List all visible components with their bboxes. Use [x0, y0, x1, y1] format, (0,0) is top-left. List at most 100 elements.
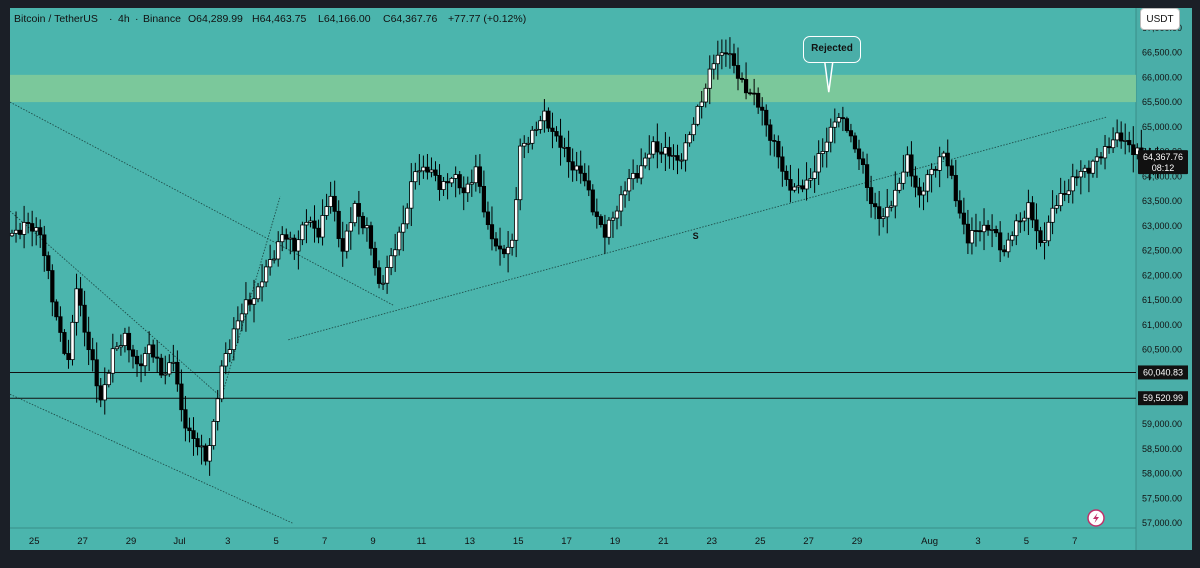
candle — [1106, 137, 1112, 154]
candle-body-up — [816, 153, 821, 173]
candle — [58, 306, 63, 342]
candle — [844, 116, 850, 133]
candle — [340, 221, 345, 267]
candle — [969, 217, 975, 255]
candle-body-up — [393, 249, 398, 257]
candle-body-down — [66, 353, 71, 361]
candle — [437, 164, 442, 201]
candle — [393, 233, 398, 272]
candle — [796, 168, 801, 194]
candle-body-down — [1062, 193, 1067, 195]
candle-body-up — [1090, 160, 1096, 174]
candle-body-down — [159, 357, 164, 376]
candle-body-down — [461, 187, 466, 194]
candle-body-up — [231, 328, 236, 350]
sep-1: · — [109, 13, 113, 25]
candle-body-down — [17, 229, 23, 235]
candle — [239, 303, 244, 332]
candle — [219, 360, 224, 403]
candle-body-down — [985, 224, 991, 231]
candle — [578, 150, 583, 184]
candle-body-up — [34, 227, 39, 232]
candle-body-down — [1127, 140, 1132, 146]
candle — [627, 168, 632, 202]
candle-body-up — [384, 267, 390, 284]
candle — [138, 354, 144, 383]
candle — [1074, 169, 1079, 186]
time-tick-label: 21 — [658, 536, 669, 547]
candle — [735, 47, 741, 91]
candle — [1022, 210, 1027, 232]
candle — [312, 205, 317, 243]
candle — [397, 226, 402, 256]
candle-body-up — [530, 129, 535, 144]
candle — [469, 169, 474, 197]
candle — [784, 165, 789, 187]
candle — [147, 331, 152, 372]
time-tick-label: 25 — [755, 536, 766, 547]
candle-body-down — [94, 359, 99, 387]
price-tick-label: 60,500.00 — [1142, 345, 1182, 355]
candle — [1078, 160, 1083, 195]
candle-body-up — [1102, 146, 1108, 159]
lightning-icon[interactable] — [1087, 509, 1105, 527]
candle — [1058, 177, 1063, 212]
candle-body-up — [13, 229, 19, 234]
candle-body-up — [106, 372, 111, 386]
candle-body-down — [675, 155, 680, 161]
candle-body-up — [699, 101, 704, 107]
price-tick-label: 64,000.00 — [1142, 171, 1182, 181]
candle — [614, 205, 620, 230]
candle-body-down — [723, 52, 729, 55]
candle — [594, 198, 599, 229]
candle — [1026, 189, 1031, 235]
time-tick-label: Jul — [173, 536, 185, 547]
candle-body-up — [449, 177, 454, 184]
candle — [570, 148, 575, 182]
candle — [82, 290, 87, 347]
candle-body-up — [70, 321, 75, 361]
candle — [207, 438, 212, 476]
candle-body-down — [130, 349, 136, 357]
last-price-label: 64,367.76 — [1143, 152, 1183, 162]
candle — [34, 217, 39, 246]
candle-body-down — [62, 332, 67, 354]
rejected-callout: Rejected — [803, 36, 861, 63]
candle — [663, 132, 668, 172]
candle — [199, 434, 204, 465]
candle — [739, 72, 745, 83]
candle — [864, 153, 870, 202]
candle-body-down — [58, 316, 63, 333]
currency-button[interactable]: USDT — [1140, 8, 1180, 30]
candle-body-up — [344, 230, 349, 252]
candle-body-up — [921, 190, 926, 196]
candle-body-up — [606, 219, 612, 238]
candle — [1014, 214, 1019, 246]
candle — [1090, 159, 1096, 178]
candle — [9, 229, 15, 237]
time-tick-label: 5 — [1024, 536, 1029, 547]
candle-body-up — [651, 141, 656, 155]
time-tick-label: 11 — [416, 536, 426, 547]
candle-body-up — [171, 361, 176, 364]
candle-body-down — [844, 118, 850, 132]
candle — [90, 337, 95, 372]
candle — [804, 162, 809, 201]
candle — [1098, 152, 1104, 165]
candle-body-up — [881, 216, 886, 219]
candle-body-up — [239, 313, 244, 322]
candle — [98, 378, 103, 408]
candle-body-up — [352, 203, 357, 224]
candle-body-up — [296, 239, 301, 252]
candle — [481, 170, 487, 218]
candle — [417, 154, 422, 186]
sep-2: · — [135, 13, 139, 25]
candle-body-up — [679, 159, 684, 162]
candle-body-up — [1058, 193, 1063, 207]
candle-body-up — [929, 168, 934, 176]
candle-body-up — [405, 207, 410, 225]
candle-body-up — [469, 182, 474, 185]
candle-body-up — [223, 353, 228, 367]
candle — [889, 200, 894, 212]
